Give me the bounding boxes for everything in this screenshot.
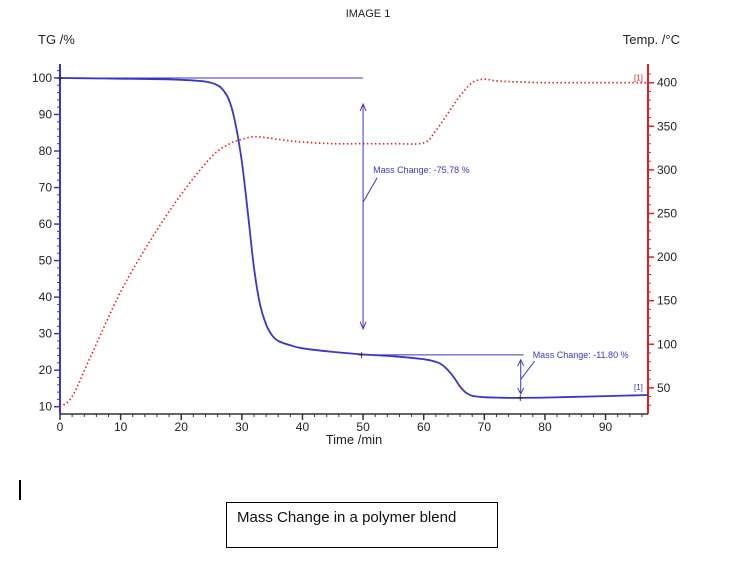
tga-chart: IMAGE 1 TG /% Temp. /°C Time /min 10 20 30… [32,8,680,447]
y-left-tick-label: 90 [39,107,53,121]
mass-change-1-leader [362,177,378,203]
x-tick-label: 10 [114,420,128,434]
y-left-tick-label: 50 [39,254,53,268]
y-right-tick-label: 400 [657,76,677,90]
y-left-tick-label: 10 [39,400,53,414]
y-right-tick-label: 350 [657,119,677,133]
y-left-tick-label: 30 [39,327,53,341]
caption-text: Mass Change in a polymer blend [237,509,457,526]
x-tick-label: 70 [478,420,492,434]
y-right-axis-label: Temp. /°C [623,32,680,47]
mass-change-2-arrowhead-top [517,358,525,367]
y-right-tick-label: 300 [657,163,677,177]
y-right-tick-label: 50 [657,381,671,395]
y-right-tick-label: 200 [657,250,677,264]
y-right-tick-label: 250 [657,206,677,220]
x-tick-label: 20 [175,420,189,434]
y-left-tick-label: 40 [39,290,53,304]
mass-change-2-label: Mass Change: -11.80 % [533,350,629,360]
y-right-tick-label: 150 [657,294,677,308]
x-tick-label: 90 [599,420,613,434]
y-left-tick-label: 70 [39,181,53,195]
mass-change-1-arrowhead-bottom [359,321,367,331]
start-marker: + [57,73,63,85]
y-left-tick-label: 60 [39,217,53,231]
x-tick-label: 80 [538,420,552,434]
y-left-axis-label: TG /% [38,32,75,47]
image-title: IMAGE 1 [346,8,391,20]
mass-change-1-marker: + [358,348,365,362]
y-left-tick-label: 80 [39,144,53,158]
x-tick-label: 60 [417,420,431,434]
y-right-tick-label: 100 [657,337,677,351]
temperature-end-marker: [1] [634,74,643,83]
x-tick-label: 0 [57,420,64,434]
mass-change-2-arrowhead-bottom [517,387,525,396]
plot-area: 1020304050607080901005010015020025030035… [32,64,677,434]
y-left-tick-label: 100 [32,71,52,85]
x-tick-label: 50 [356,420,370,434]
text-cursor [19,480,21,500]
mass-change-2-leader [520,360,536,380]
x-tick-label: 30 [235,420,249,434]
mass-change-1-arrowhead-top [359,102,367,112]
mass-change-1-label: Mass Change: -75.78 % [373,165,470,175]
mass-change-2-marker: + [517,391,524,405]
caption-box: Mass Change in a polymer blend [226,502,498,548]
x-tick-label: 40 [296,420,310,434]
tg-line [59,77,649,399]
tg-end-marker: [1] [634,383,643,392]
x-axis-label: Time /min [326,432,383,447]
y-left-tick-label: 20 [39,363,53,377]
